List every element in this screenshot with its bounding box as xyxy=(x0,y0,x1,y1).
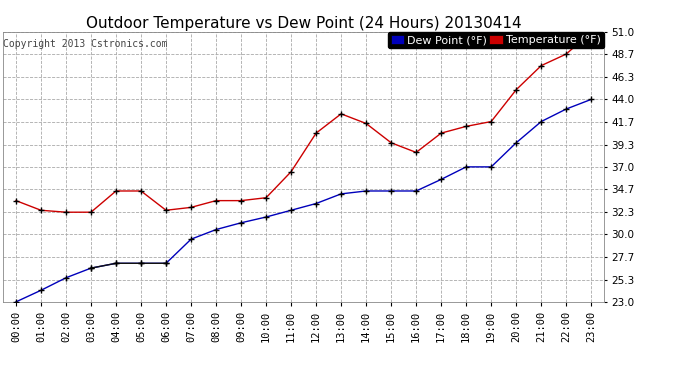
Text: Copyright 2013 Cstronics.com: Copyright 2013 Cstronics.com xyxy=(3,39,168,50)
Legend: Dew Point (°F), Temperature (°F): Dew Point (°F), Temperature (°F) xyxy=(388,32,604,48)
Title: Outdoor Temperature vs Dew Point (24 Hours) 20130414: Outdoor Temperature vs Dew Point (24 Hou… xyxy=(86,16,522,31)
